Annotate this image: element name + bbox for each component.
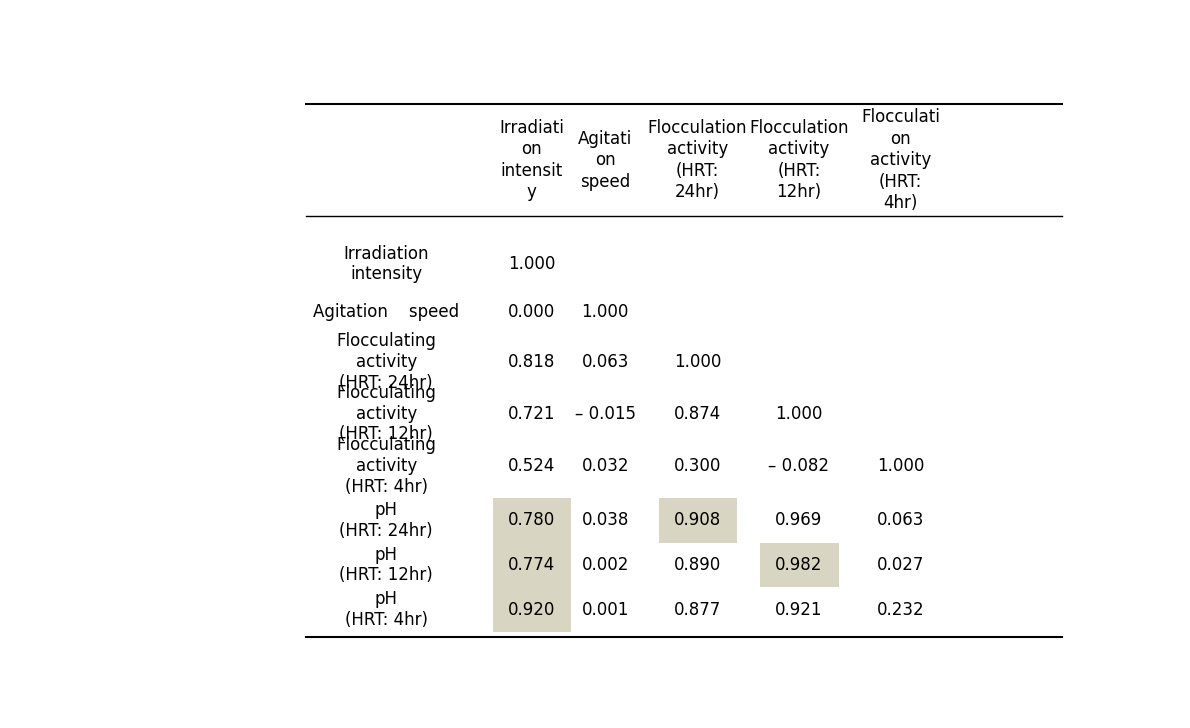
Bar [760,542,839,587]
Text: 0.063: 0.063 [582,353,630,371]
Text: 0.874: 0.874 [674,405,721,423]
Bar [493,542,571,587]
Text: 0.027: 0.027 [877,556,925,574]
Text: 0.920: 0.920 [508,601,556,619]
Bar [493,498,571,542]
Text: Flocculati
on
activity
(HRT:
4hr): Flocculati on activity (HRT: 4hr) [860,108,940,213]
Text: 0.969: 0.969 [776,511,822,529]
Text: pH
(HRT: 4hr): pH (HRT: 4hr) [345,590,427,629]
Text: 0.002: 0.002 [582,556,630,574]
Text: 0.908: 0.908 [674,511,721,529]
Text: 0.890: 0.890 [674,556,721,574]
Text: 1.000: 1.000 [674,353,721,371]
Text: Flocculating
activity
(HRT: 12hr): Flocculating activity (HRT: 12hr) [337,384,437,443]
Bar [493,587,571,632]
Text: pH
(HRT: 12hr): pH (HRT: 12hr) [339,545,433,585]
Text: 0.000: 0.000 [508,303,555,320]
Text: 0.774: 0.774 [508,556,555,574]
Text: 0.982: 0.982 [775,556,822,574]
Text: 0.038: 0.038 [582,511,630,529]
Text: 0.063: 0.063 [877,511,925,529]
Text: 1.000: 1.000 [775,405,822,423]
Text: Flocculating
activity
(HRT: 24hr): Flocculating activity (HRT: 24hr) [337,332,437,392]
Text: 0.524: 0.524 [508,456,556,475]
Text: 0.818: 0.818 [508,353,556,371]
Text: Flocculating
activity
(HRT: 4hr): Flocculating activity (HRT: 4hr) [337,436,437,496]
Text: 0.032: 0.032 [582,456,630,475]
Bar [659,498,737,542]
Text: – 0.015: – 0.015 [575,405,635,423]
Text: 1.000: 1.000 [508,255,556,273]
Text: 0.877: 0.877 [674,601,721,619]
Text: 1.000: 1.000 [877,456,925,475]
Text: Agitation    speed: Agitation speed [313,303,459,320]
Text: – 0.082: – 0.082 [769,456,829,475]
Text: 0.232: 0.232 [877,601,925,619]
Text: 0.780: 0.780 [508,511,555,529]
Text: Flocculation
activity
(HRT:
24hr): Flocculation activity (HRT: 24hr) [647,119,747,202]
Text: 0.300: 0.300 [674,456,721,475]
Text: Agitati
on
speed: Agitati on speed [578,130,632,191]
Text: 1.000: 1.000 [582,303,630,320]
Text: Irradiati
on
intensit
y: Irradiati on intensit y [499,119,564,202]
Text: pH
(HRT: 24hr): pH (HRT: 24hr) [339,501,433,539]
Text: 0.921: 0.921 [775,601,822,619]
Text: Irradiation
intensity: Irradiation intensity [344,245,428,283]
Text: 0.001: 0.001 [582,601,630,619]
Text: Flocculation
activity
(HRT:
12hr): Flocculation activity (HRT: 12hr) [750,119,848,202]
Text: 0.721: 0.721 [508,405,556,423]
